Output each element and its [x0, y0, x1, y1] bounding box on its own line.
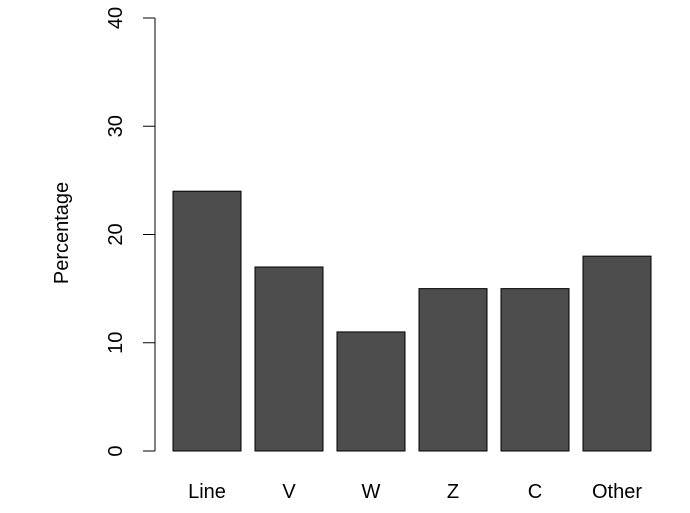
bar-z	[418, 288, 488, 452]
x-tick-label: C	[528, 481, 542, 503]
bar-v	[254, 266, 324, 452]
x-tick-label: Other	[592, 481, 642, 503]
y-tick-label: 0	[105, 445, 127, 456]
y-tick-label: 20	[105, 223, 127, 245]
y-tick-label: 30	[105, 115, 127, 137]
x-tick-label: V	[282, 481, 296, 503]
y-tick-label: 40	[105, 7, 127, 29]
y-axis: 0 10 20 30 40	[105, 7, 156, 457]
bar-w	[336, 331, 406, 452]
y-axis-label: Percentage	[51, 182, 73, 284]
bar-other	[582, 255, 652, 452]
bars	[172, 190, 652, 452]
bar-c	[500, 288, 570, 452]
x-tick-label: Z	[447, 481, 459, 503]
x-tick-label: W	[362, 481, 381, 503]
y-tick-label: 10	[105, 332, 127, 354]
x-axis-labels: Line V W Z C Other	[188, 481, 642, 503]
x-tick-label: Line	[188, 481, 226, 503]
bar-line	[172, 190, 242, 452]
